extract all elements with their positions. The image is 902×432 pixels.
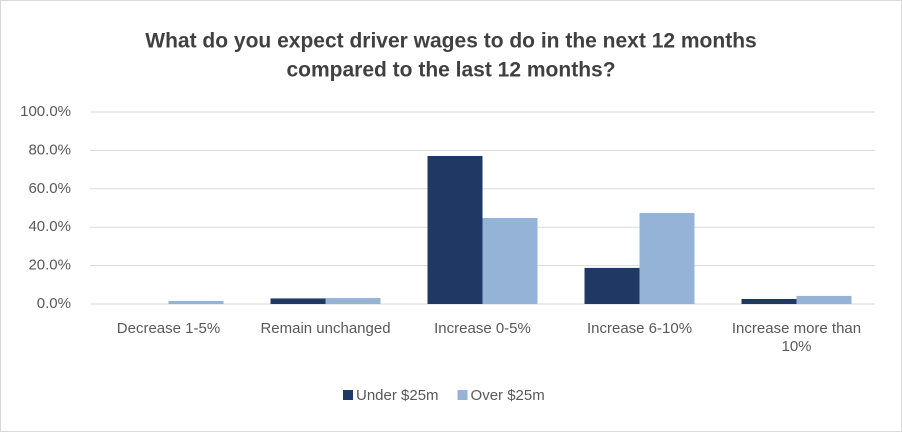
bar	[427, 155, 483, 304]
legend-swatch	[457, 390, 468, 400]
bar	[482, 217, 538, 304]
legend-swatch	[343, 390, 353, 400]
bar	[270, 298, 326, 304]
bar	[796, 295, 852, 304]
x-tick-label: Remain unchanged	[260, 320, 391, 337]
chart-title: What do you expect driver wages to do in…	[145, 30, 756, 53]
bar	[325, 298, 381, 304]
x-tick-label: Increase 6-10%	[586, 320, 693, 337]
chart-title: compared to the last 12 months?	[286, 59, 615, 82]
y-tick-label: 40.0%	[28, 218, 71, 235]
x-tick-label: Decrease 1-5%	[116, 320, 221, 337]
x-tick-label: Increase more than 10%	[731, 320, 862, 355]
x-tick-label: Increase 0-5%	[434, 320, 531, 337]
bar	[741, 299, 797, 304]
y-tick-label: 0.0%	[37, 295, 71, 312]
bar	[584, 267, 640, 304]
y-tick-label: 60.0%	[28, 180, 71, 197]
y-tick-label: 20.0%	[28, 257, 71, 274]
bar	[168, 300, 224, 304]
legend-label: Under $25m	[356, 387, 439, 404]
legend-label: Over $25m	[471, 387, 545, 404]
y-tick-label: 100.0%	[20, 103, 71, 120]
y-tick-label: 80.0%	[28, 141, 71, 158]
bar	[639, 212, 695, 304]
